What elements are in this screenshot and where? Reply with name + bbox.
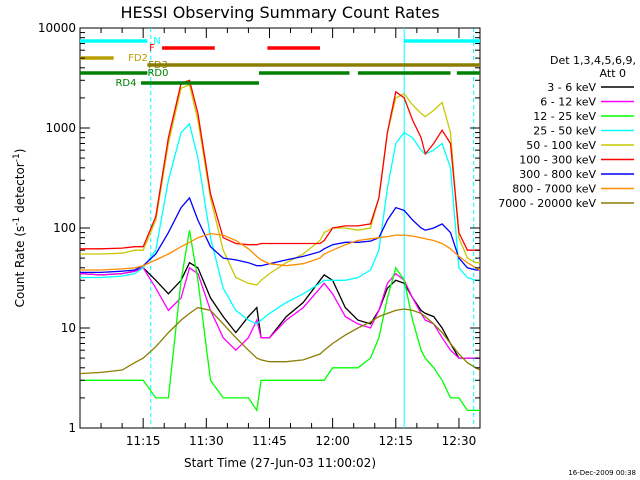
x-axis-label: Start Time (27-Jun-03 11:00:02) xyxy=(184,456,376,470)
x-tick-label-4: 12:00 xyxy=(315,434,350,448)
y-tick-label-3: 100 xyxy=(53,221,76,235)
footer-date: 16-Dec-2009 00:38 xyxy=(568,469,636,477)
series-line-3 xyxy=(80,230,480,413)
legend-header-line1: Det 1,3,4,5,6,9, xyxy=(550,54,636,67)
flag-label-rd4: RD4 xyxy=(115,78,136,89)
series-line-4 xyxy=(80,122,480,325)
series-line-8 xyxy=(80,232,481,271)
series-line-2 xyxy=(79,266,480,359)
legend-label-7: 300 - 800 keV xyxy=(519,168,596,181)
x-tick-label-3: 11:45 xyxy=(252,434,287,448)
flag-label-n: N xyxy=(153,36,160,47)
legend-header-line2: Att 0 xyxy=(600,67,626,80)
y-axis-ticks: 1 10 100 1000 10000 xyxy=(38,21,480,435)
y-tick-label-5: 10000 xyxy=(38,21,76,35)
flag-label-rd0: RD0 xyxy=(147,68,168,79)
series-line-7 xyxy=(80,196,480,274)
legend-label-2: 6 - 12 keV xyxy=(540,96,596,109)
legend-label-9: 7000 - 20000 keV xyxy=(498,197,596,210)
x-axis-ticks: 11:15 11:30 11:45 12:00 12:15 12:30 xyxy=(100,28,477,448)
y-axis-label: Count Rate (s-1 detector-1) xyxy=(12,149,27,308)
series-line-9 xyxy=(79,306,481,375)
series-line-1 xyxy=(79,261,480,359)
y-tick-label-1: 1 xyxy=(68,421,76,435)
time-markers xyxy=(150,28,475,428)
legend-label-1: 3 - 6 keV xyxy=(547,81,596,94)
legend-label-5: 50 - 100 keV xyxy=(526,139,596,152)
y-tick-label-4: 1000 xyxy=(45,121,76,135)
x-tick-label-1: 11:15 xyxy=(126,434,161,448)
flag-label-f: F xyxy=(149,43,155,54)
x-tick-label-6: 12:30 xyxy=(442,434,477,448)
x-tick-label-2: 11:30 xyxy=(189,434,224,448)
legend-label-8: 800 - 7000 keV xyxy=(512,183,596,196)
series-line-5 xyxy=(80,84,480,286)
flag-label-fd2: FD2 xyxy=(128,53,148,64)
flag-label-fd3: FD3 xyxy=(148,60,168,71)
x-tick-label-5: 12:15 xyxy=(378,434,413,448)
legend-label-3: 12 - 25 keV xyxy=(533,110,596,123)
legend: Det 1,3,4,5,6,9, Att 0 3 - 6 keV 6 - 12 k… xyxy=(498,54,636,210)
series-line-6 xyxy=(80,79,480,251)
chart-title: HESSI Observing Summary Count Rates xyxy=(120,3,439,22)
y-tick-label-2: 10 xyxy=(61,321,76,335)
legend-label-4: 25 - 50 keV xyxy=(533,125,596,138)
legend-label-6: 100 - 300 keV xyxy=(519,154,596,167)
series-lines xyxy=(79,79,481,413)
plot-frame xyxy=(79,27,481,429)
